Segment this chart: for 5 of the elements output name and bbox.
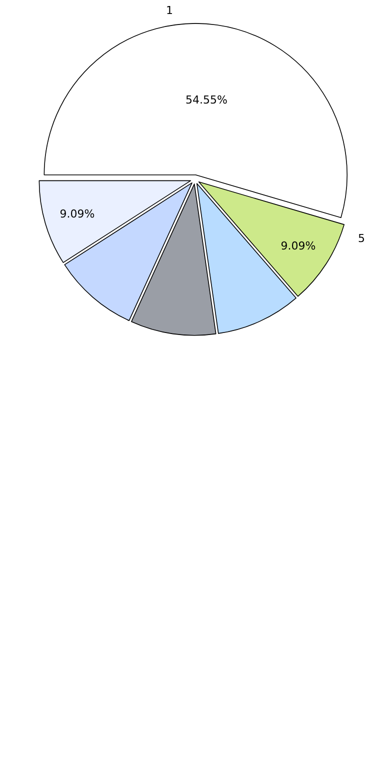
data-label: 9.09% <box>60 207 95 220</box>
data-label: 9.09% <box>280 239 316 252</box>
slice-label: 1 <box>166 4 173 17</box>
data-label: 54.55% <box>185 93 228 106</box>
slice-label: 5 <box>358 232 365 245</box>
